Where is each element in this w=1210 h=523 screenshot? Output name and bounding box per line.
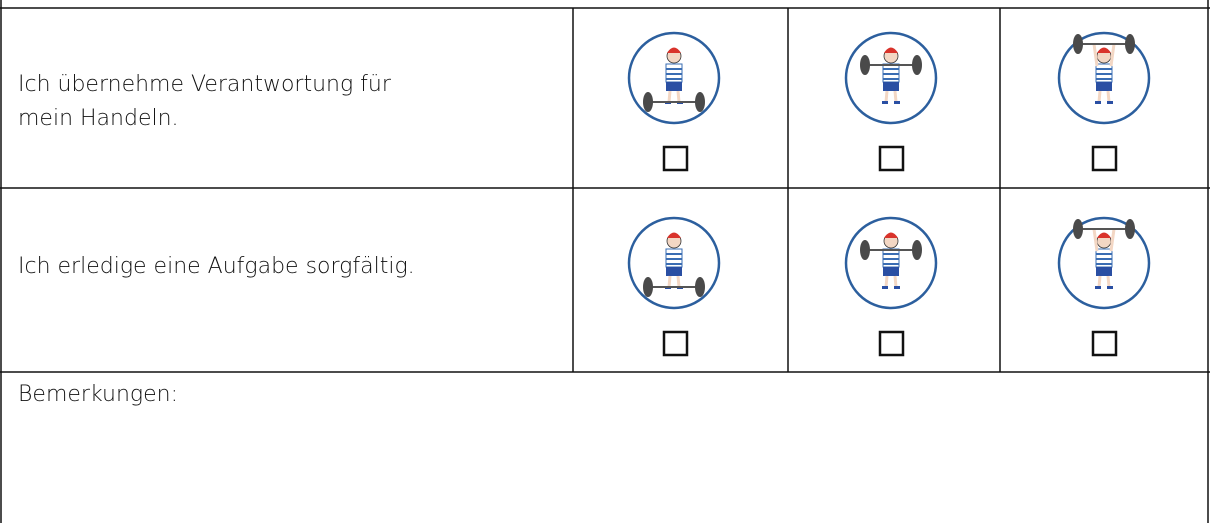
checkboxes bbox=[662, 145, 1118, 357]
statement: Ich erledige eine Aufgabe sorgfältig. bbox=[18, 254, 415, 279]
statement: Ich übernehme Verantwortung für mein Han… bbox=[18, 72, 391, 131]
remarks-label: Bemerkungen: bbox=[18, 382, 178, 407]
